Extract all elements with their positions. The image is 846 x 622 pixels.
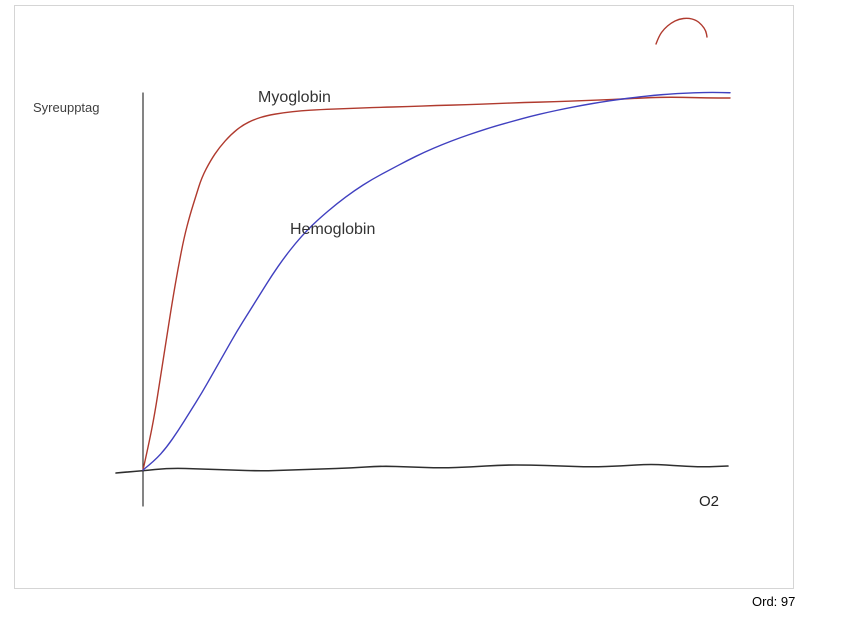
red-arc-stroke	[655, 17, 708, 45]
curve-hemoglobin	[142, 91, 731, 471]
myoglobin-label: Myoglobin	[258, 89, 331, 106]
x-axis-label: O2	[699, 493, 720, 510]
word-count-status: Ord: 97	[752, 594, 796, 609]
drawing-canvas[interactable]: Syreupptag Myoglobin Hemoglobin O2	[14, 5, 794, 589]
chart-svg	[115, 17, 731, 507]
x-axis-baseline	[115, 463, 729, 474]
hemoglobin-label: Hemoglobin	[290, 221, 376, 238]
curve-myoglobin	[142, 96, 731, 471]
y-axis-label: Syreupptag	[33, 100, 100, 115]
